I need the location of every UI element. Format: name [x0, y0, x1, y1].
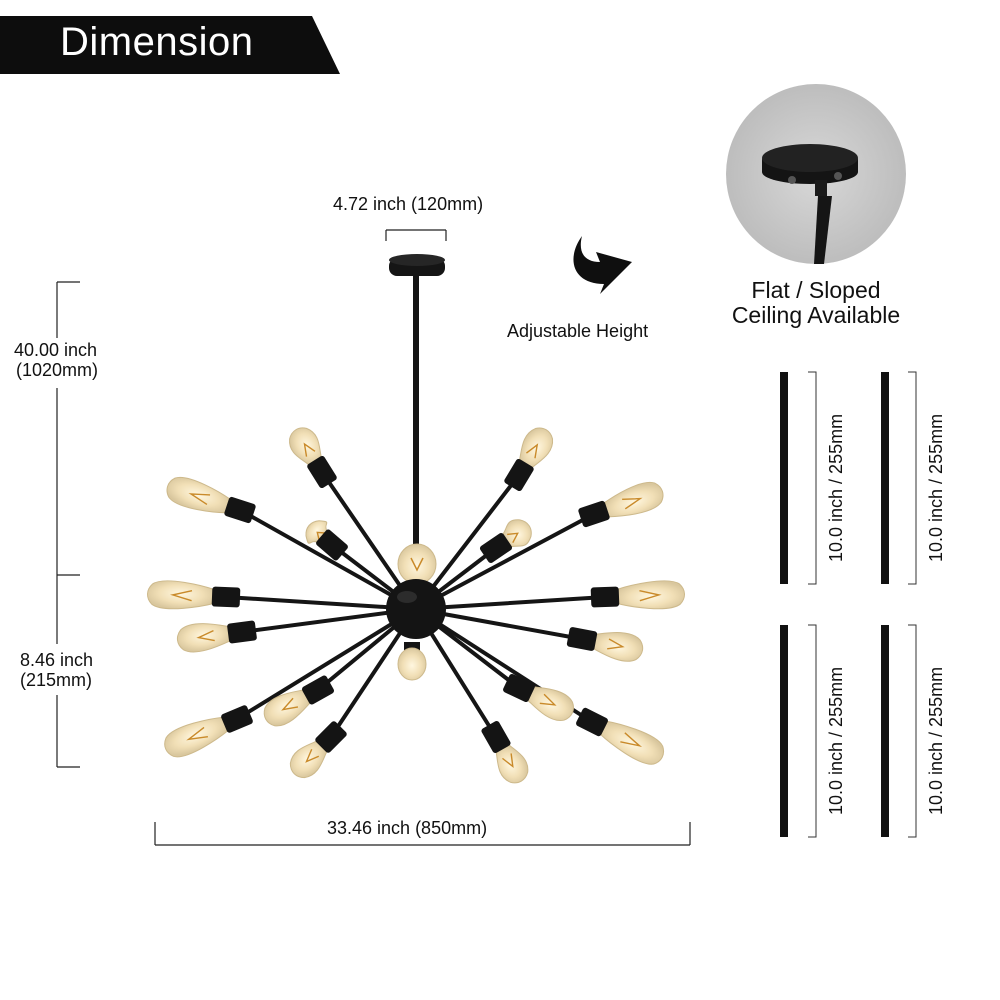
bulb	[164, 705, 253, 758]
canopy	[389, 254, 445, 276]
bulb	[263, 675, 335, 727]
socket	[576, 707, 608, 737]
rod-4-label: 10.0 inch / 255mm	[926, 666, 946, 815]
bulb	[289, 721, 347, 779]
bulb	[176, 620, 257, 653]
rod-3	[780, 625, 788, 837]
socket	[479, 533, 513, 563]
bulb	[503, 673, 574, 721]
canopy-width-label: 4.72 inch (120mm)	[333, 194, 484, 214]
socket	[578, 500, 610, 528]
bulb-top-center	[397, 543, 437, 585]
socket	[590, 586, 620, 608]
socket	[315, 721, 347, 753]
arm	[235, 607, 418, 721]
center-sphere	[386, 579, 446, 639]
arm	[238, 508, 418, 611]
bulb	[147, 580, 241, 610]
bulb	[305, 520, 348, 561]
width-dimension-line	[154, 822, 691, 846]
bulb	[590, 580, 685, 610]
bulb	[504, 427, 554, 492]
rod-2-label: 10.0 inch / 255mm	[926, 413, 946, 562]
socket	[481, 720, 511, 754]
ceiling-detail-circle	[726, 84, 906, 264]
bulb	[576, 707, 665, 765]
total-height-label: 40.00 inch	[14, 340, 98, 360]
socket	[307, 455, 337, 489]
body-height-mm-label: (215mm)	[20, 670, 93, 690]
socket	[316, 529, 348, 561]
socket	[504, 458, 534, 492]
curved-arrow-icon	[573, 236, 632, 294]
banner-shape	[0, 16, 340, 74]
rod-1-label: 10.0 inch / 255mm	[826, 413, 846, 562]
height-dimension-lines	[56, 281, 80, 768]
bulb	[578, 481, 664, 528]
rod-1	[780, 372, 788, 584]
bulb	[166, 476, 256, 524]
arm	[414, 595, 607, 611]
header-banner: Dimension	[0, 16, 340, 74]
rod-dimension-lines	[808, 371, 917, 838]
body-height-label: 8.46 inch	[20, 650, 94, 670]
bulb	[289, 427, 337, 489]
socket	[211, 586, 241, 608]
rod-4	[881, 625, 889, 837]
socket	[301, 675, 335, 705]
arms-group	[147, 427, 685, 784]
bulb	[481, 720, 529, 784]
bulb	[566, 627, 644, 662]
ceiling-label-line2: Ceiling Available	[731, 302, 901, 328]
socket	[227, 620, 257, 644]
page-title: Dimension	[60, 20, 254, 64]
bulb	[479, 519, 532, 563]
socket	[221, 705, 253, 733]
downrod	[413, 276, 419, 576]
bulb-bottom-center	[397, 642, 427, 681]
total-height-mm-label: (1020mm)	[16, 360, 99, 380]
rod-2	[881, 372, 889, 584]
arm	[414, 512, 596, 611]
socket	[566, 627, 598, 651]
socket	[224, 496, 256, 524]
arm	[224, 595, 418, 611]
ceiling-label-line1: Flat / Sloped	[751, 277, 881, 303]
adjustable-height-label: Adjustable Height	[507, 321, 649, 341]
socket	[503, 673, 535, 703]
total-width-label: 33.46 inch (850mm)	[327, 818, 488, 838]
canopy-width-bracket	[385, 229, 447, 241]
rod-3-label: 10.0 inch / 255mm	[826, 666, 846, 815]
extension-rods	[780, 372, 889, 837]
